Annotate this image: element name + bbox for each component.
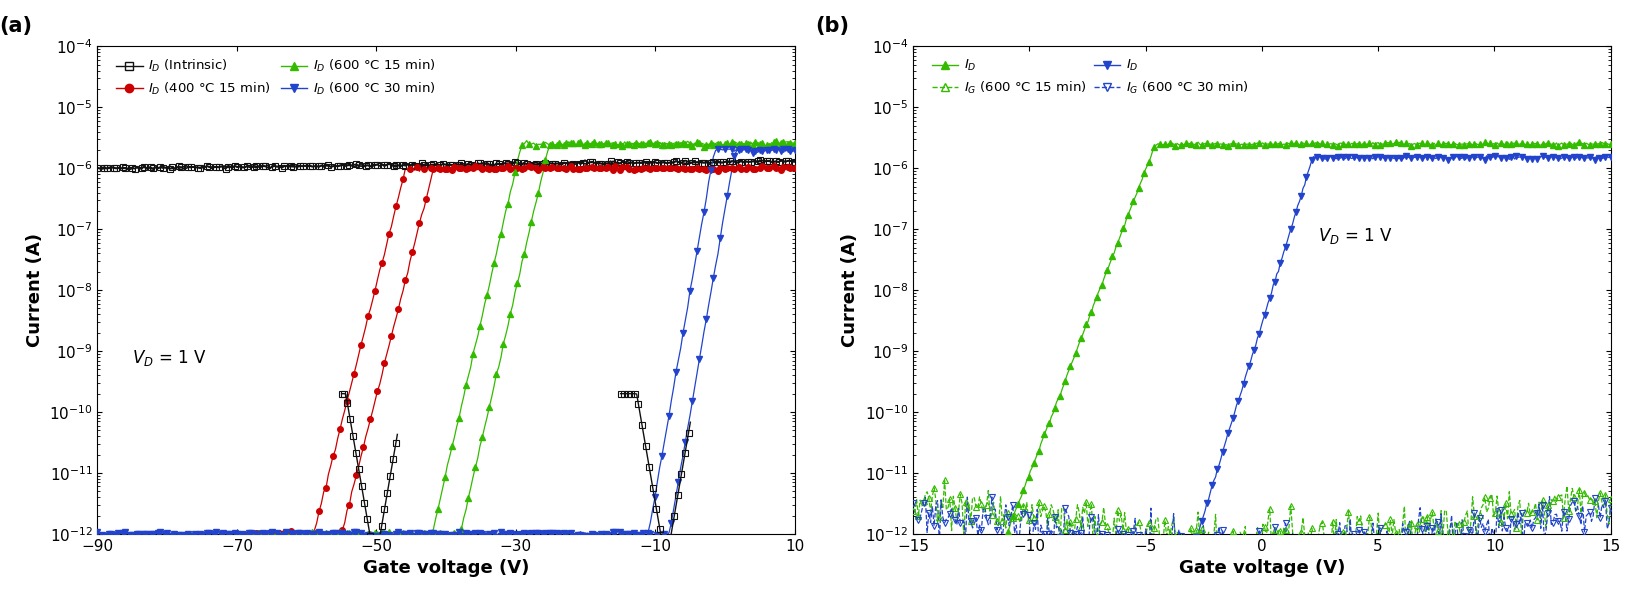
Legend: $I_D$ (Intrinsic), $I_D$ (400 °C 15 min), $I_D$ (600 °C 15 min), $I_D$ (600 °C 3: $I_D$ (Intrinsic), $I_D$ (400 °C 15 min)…: [111, 53, 440, 102]
Text: (b): (b): [815, 16, 850, 36]
X-axis label: Gate voltage (V): Gate voltage (V): [1179, 560, 1346, 577]
Legend: $I_D$, $I_G$ (600 °C 15 min), $I_D$, $I_G$ (600 °C 30 min): $I_D$, $I_G$ (600 °C 15 min), $I_D$, $I_…: [927, 53, 1254, 102]
Text: $V_D$ = 1 V: $V_D$ = 1 V: [1318, 226, 1391, 247]
Text: (a): (a): [0, 16, 33, 36]
X-axis label: Gate voltage (V): Gate voltage (V): [363, 560, 529, 577]
Text: $V_D$ = 1 V: $V_D$ = 1 V: [133, 348, 206, 368]
Y-axis label: Current (A): Current (A): [26, 233, 44, 347]
Y-axis label: Current (A): Current (A): [841, 233, 859, 347]
